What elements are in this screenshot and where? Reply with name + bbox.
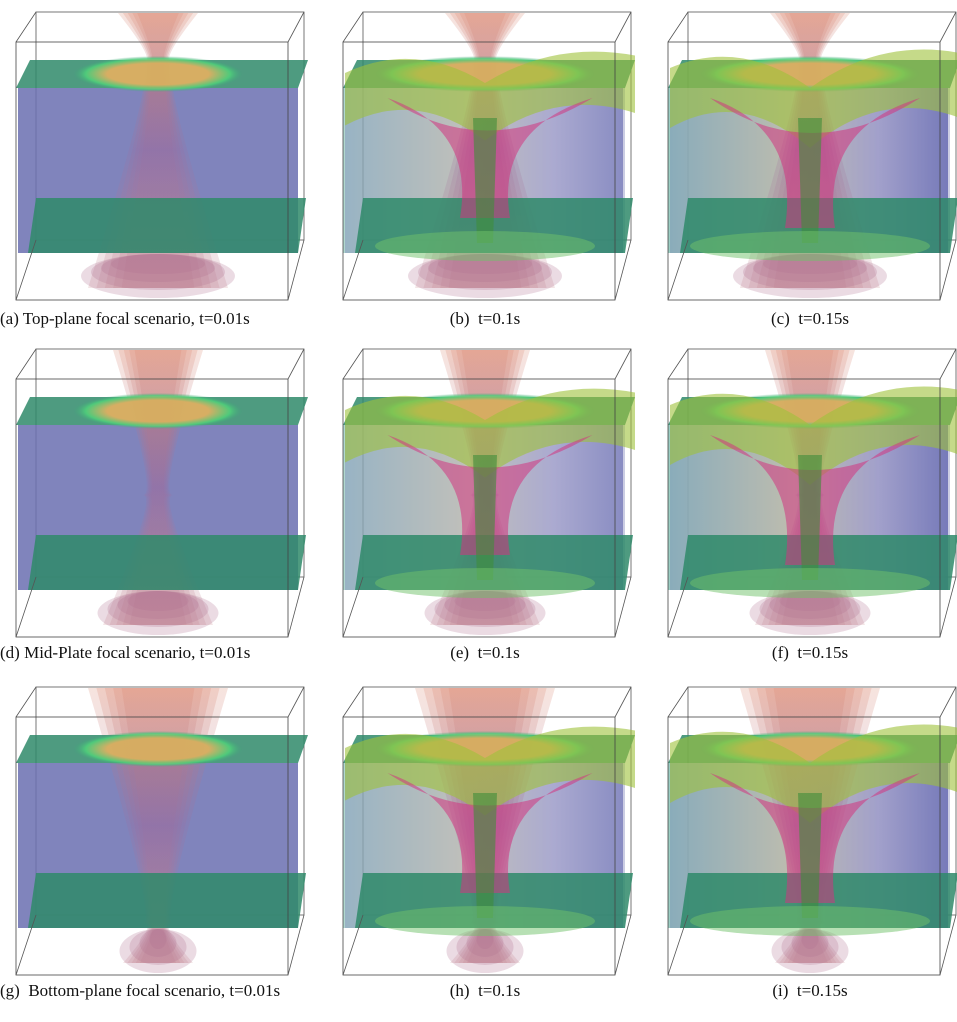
box-edge <box>288 349 304 379</box>
box-edge <box>16 687 36 717</box>
stem <box>798 793 822 918</box>
panel-image <box>660 683 957 983</box>
stem <box>473 793 497 918</box>
box-edge <box>343 687 363 717</box>
focal-ring <box>73 56 243 92</box>
box-edge <box>940 12 956 42</box>
beam-ring <box>128 591 189 611</box>
box-edge <box>615 687 631 717</box>
focal-ring <box>73 393 243 429</box>
box-edge <box>940 687 956 717</box>
box-edge <box>668 12 688 42</box>
box-edge <box>940 349 956 379</box>
caption: (c) t=0.15s <box>660 308 957 330</box>
caption: (g) Bottom-plane focal scenario, t=0.01s <box>0 980 312 1002</box>
caption: (f) t=0.15s <box>660 642 957 664</box>
splash <box>375 568 595 598</box>
box-edge <box>288 687 304 717</box>
beam-ring <box>111 254 205 274</box>
box-edge <box>288 12 304 42</box>
caption: (h) t=0.1s <box>335 980 635 1002</box>
figure: (a) Top-plane focal scenario, t=0.01s (b)… <box>0 0 957 1022</box>
box-edge <box>615 12 631 42</box>
stem <box>798 118 822 243</box>
caption: (e) t=0.1s <box>335 642 635 664</box>
box-edge <box>615 349 631 379</box>
beam-ring <box>150 929 167 949</box>
stem <box>473 118 497 243</box>
bottom-plane <box>28 198 306 253</box>
stem <box>798 455 822 580</box>
box-edge <box>343 349 363 379</box>
panel-image <box>660 8 957 308</box>
bottom-plane <box>28 535 306 590</box>
splash <box>690 231 930 261</box>
caption: (i) t=0.15s <box>660 980 957 1002</box>
caption: (b) t=0.1s <box>335 308 635 330</box>
splash <box>375 231 595 261</box>
panel-image <box>8 345 308 645</box>
box-edge <box>668 687 688 717</box>
panel-image <box>660 345 957 645</box>
caption: (d) Mid-Plate focal scenario, t=0.01s <box>0 642 250 664</box>
box-edge <box>16 12 36 42</box>
focal-ring <box>73 731 243 767</box>
splash <box>690 906 930 936</box>
panel-image <box>8 683 308 983</box>
panel-image <box>8 8 308 308</box>
bottom-plane <box>28 873 306 928</box>
panel-image <box>335 683 635 983</box>
stem <box>473 455 497 580</box>
panel-image <box>335 8 635 308</box>
caption: (a) Top-plane focal scenario, t=0.01s <box>0 308 250 330</box>
splash <box>375 906 595 936</box>
box-edge <box>16 349 36 379</box>
panel-image <box>335 345 635 645</box>
splash <box>690 568 930 598</box>
box-edge <box>343 12 363 42</box>
box-edge <box>668 349 688 379</box>
